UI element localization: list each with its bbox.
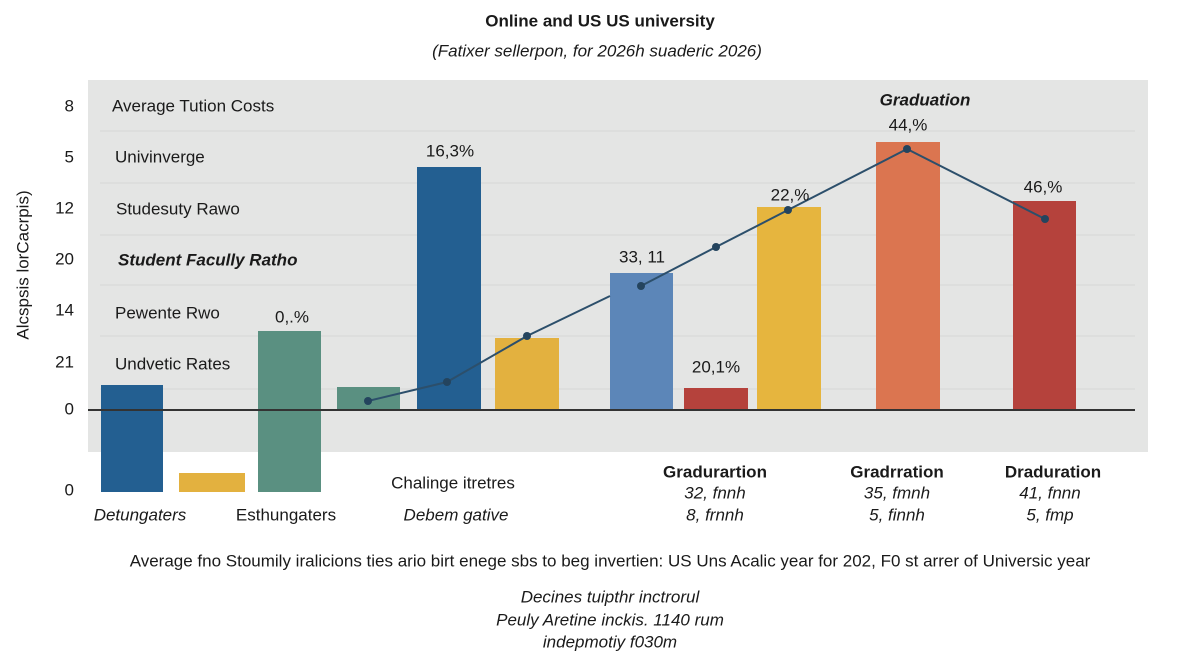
group-label: 35, fmnh <box>864 483 930 502</box>
dot <box>903 145 911 153</box>
group-label: Gradrration <box>850 462 944 481</box>
bar-label: 16,3% <box>426 141 474 160</box>
group-label: Detungaters <box>94 505 187 524</box>
bar-label: 44,% <box>889 115 928 134</box>
axis-label: Alcspsis lorCacrpis) <box>13 190 32 339</box>
group-label: 41, fnnn <box>1019 483 1080 502</box>
dot <box>523 332 531 340</box>
bars <box>101 142 1076 492</box>
row-label: Undvetic Rates <box>115 354 230 373</box>
bar-label: 46,% <box>1024 177 1063 196</box>
dot <box>1041 215 1049 223</box>
group-labels: Detungaters Esthungaters Chalinge itretr… <box>94 462 1101 524</box>
bar <box>258 331 321 492</box>
title: Online and US US university <box>485 11 715 30</box>
dot <box>637 282 645 290</box>
note: Decines tuipthr inctrorul <box>521 587 701 606</box>
bar-label: 33, 11 <box>619 247 665 266</box>
row-label: Average Tution Costs <box>112 96 274 115</box>
bar-label: 0,.% <box>275 307 309 326</box>
notes: Decines tuipthr inctrorul Peuly Aretine … <box>496 587 724 651</box>
group-label: Chalinge itretres <box>391 473 515 492</box>
bar-label: Graduation <box>880 90 971 109</box>
trend-dots <box>364 145 1049 405</box>
row-label: Univinverge <box>115 147 205 166</box>
y-tick-label: 12 <box>55 198 74 217</box>
y-tick-label: 20 <box>55 249 74 268</box>
row-label: Studesuty Rawo <box>116 199 240 218</box>
group-label: 8, frnnh <box>686 505 744 524</box>
trend-segment <box>367 295 611 402</box>
bar <box>495 338 559 410</box>
group-label: Draduration <box>1005 462 1101 481</box>
dot <box>712 243 720 251</box>
group-label: 5, finnh <box>869 505 925 524</box>
bar <box>417 167 481 410</box>
bar-label: 22,% <box>771 185 810 204</box>
y-tick-label: 14 <box>55 300 74 319</box>
group-label: Gradurartion <box>663 462 767 481</box>
bar <box>179 473 245 492</box>
bar <box>101 385 163 492</box>
bar-label: 20,1% <box>692 357 740 376</box>
group-label: Esthungaters <box>236 505 336 524</box>
row-labels: Average Tution Costs Univinverge Studesu… <box>112 96 297 373</box>
bar <box>1013 201 1076 410</box>
note: Peuly Aretine inckis. 1140 rum <box>496 610 724 629</box>
bar <box>610 273 673 410</box>
y-tick-label: 5 <box>65 147 74 166</box>
bar-labels: 0,.% 16,3% 33, 11 20,1% 22,% Graduation … <box>275 90 1062 376</box>
group-label: Debem gative <box>404 505 509 524</box>
group-label: 32, fnnh <box>684 483 745 502</box>
dot <box>784 206 792 214</box>
bar <box>876 142 940 410</box>
y-tick-label: 8 <box>65 96 74 115</box>
row-label: Student Facully Ratho <box>118 250 297 269</box>
group-label: 5, fmp <box>1026 505 1073 524</box>
y-tick-label: 21 <box>55 352 74 371</box>
y-ticks: 8 5 12 20 14 21 0 0 <box>55 96 74 499</box>
y-tick-label: 0 <box>65 480 74 499</box>
bar <box>757 207 821 410</box>
footnote: Average fno Stoumily iralicions ties ari… <box>130 551 1091 570</box>
row-label: Pewente Rwo <box>115 303 220 322</box>
bar <box>684 388 748 410</box>
dot <box>443 378 451 386</box>
subtitle: (Fatixer sellerpon, for 2026h suaderic 2… <box>432 41 762 60</box>
note: indepmotiy f030m <box>543 632 677 651</box>
dot <box>364 397 372 405</box>
y-tick-label: 0 <box>65 399 74 418</box>
